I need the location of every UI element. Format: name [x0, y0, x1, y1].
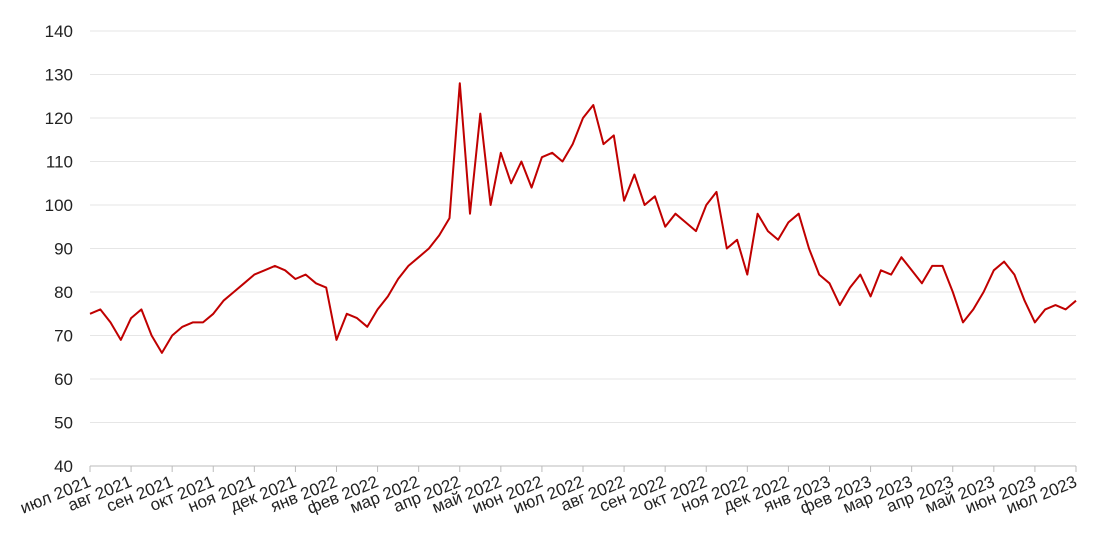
- y-tick-label: 50: [54, 414, 73, 433]
- y-tick-label: 100: [45, 196, 73, 215]
- y-tick-label: 80: [54, 283, 73, 302]
- y-tick-label: 90: [54, 240, 73, 259]
- y-tick-label: 130: [45, 66, 73, 85]
- y-tick-label: 140: [45, 22, 73, 41]
- y-tick-label: 110: [46, 153, 73, 172]
- y-tick-label: 60: [54, 370, 73, 389]
- y-tick-label: 70: [54, 327, 73, 346]
- y-tick-label: 120: [45, 109, 73, 128]
- price-line: [89, 82, 1077, 354]
- y-tick-label: 40: [54, 457, 73, 476]
